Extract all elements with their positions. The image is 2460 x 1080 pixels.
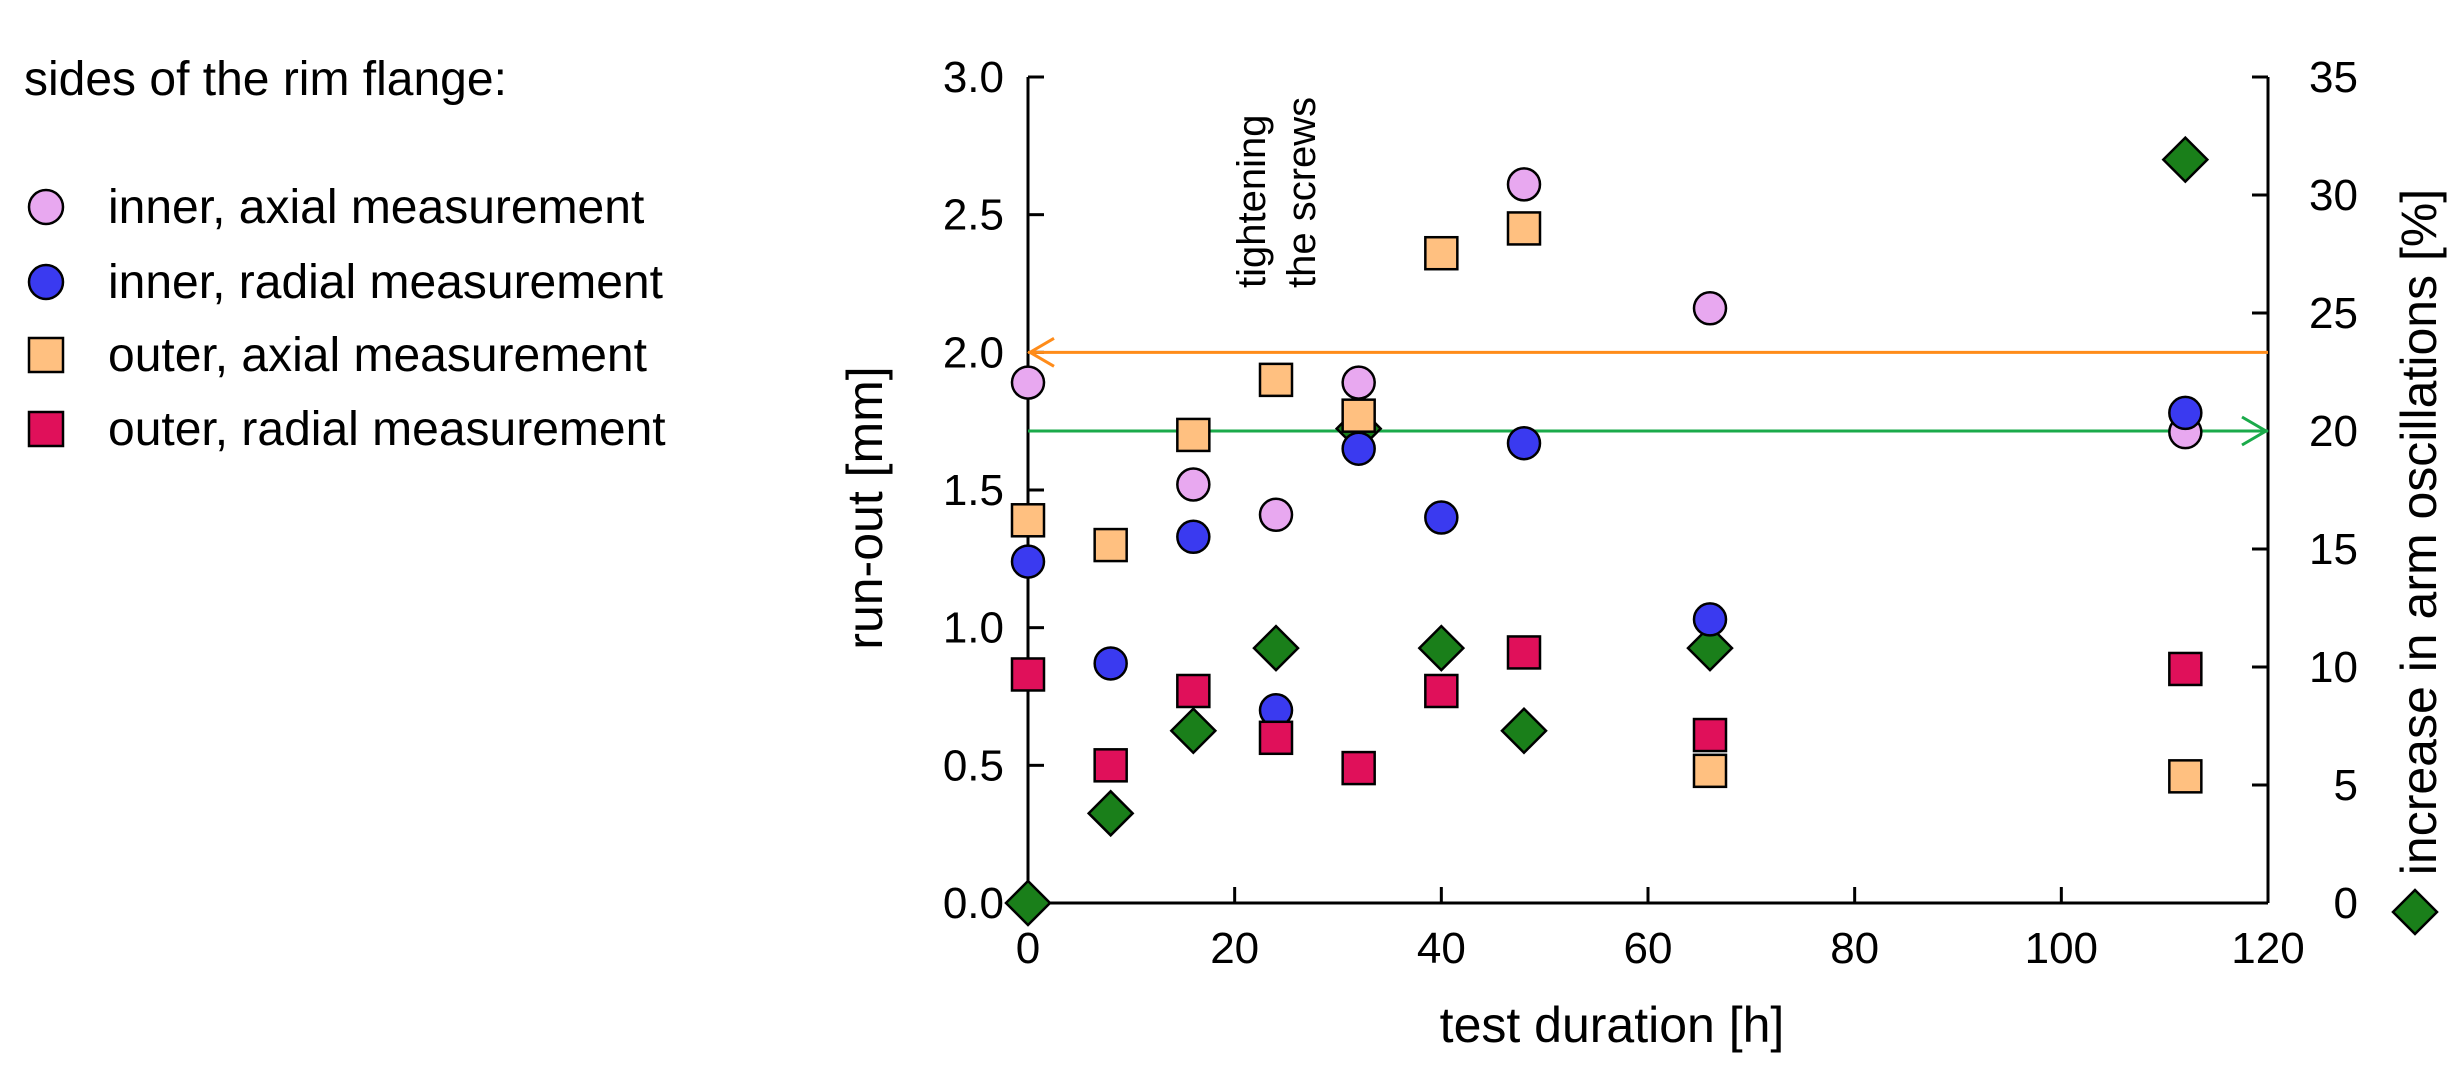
y2-tick-label: 15 bbox=[2309, 525, 2358, 574]
data-point bbox=[1252, 624, 1300, 672]
annotation-line-1: tightening bbox=[1230, 115, 1274, 288]
data-point bbox=[1010, 503, 1046, 538]
data-point bbox=[1010, 657, 1046, 692]
data-point bbox=[1169, 706, 1218, 755]
y-tick-label: 3.0 bbox=[943, 53, 1004, 102]
legend-item-inner-axial: inner, axial measurement bbox=[24, 172, 644, 242]
data-point bbox=[1010, 544, 1046, 579]
data-point bbox=[1258, 720, 1294, 756]
x-tick-label: 120 bbox=[2231, 924, 2304, 973]
square-marker-icon bbox=[27, 410, 65, 448]
legend-item-label: inner, axial measurement bbox=[108, 180, 645, 234]
legend-item-outer-axial: outer, axial measurement bbox=[24, 320, 647, 390]
data-point bbox=[1010, 365, 1046, 400]
axes: 0 20 40 60 80 100 120 0.0 0.5 1.0 1.5 2.0 2.5 3.0 0 5 10… bbox=[943, 53, 2358, 973]
data-point bbox=[1500, 706, 1548, 755]
data-point bbox=[1506, 167, 1542, 202]
data-point bbox=[1176, 417, 1211, 453]
x-tick-label: 20 bbox=[1210, 924, 1259, 973]
data-point bbox=[1341, 431, 1376, 466]
square-marker-icon bbox=[27, 336, 65, 374]
data-point bbox=[1506, 635, 1542, 670]
reference-arrows bbox=[1027, 337, 2269, 447]
data-point bbox=[1093, 527, 1128, 563]
y-tick-label: 1.0 bbox=[943, 604, 1004, 653]
y-axis-label: run-out [mm] bbox=[837, 366, 893, 649]
data-point bbox=[1692, 717, 1728, 753]
data-point bbox=[1258, 362, 1294, 398]
x-tick-label: 100 bbox=[2025, 924, 2098, 973]
data-point bbox=[1424, 500, 1459, 535]
data-point bbox=[1424, 673, 1459, 709]
data-point bbox=[1341, 365, 1376, 400]
y2-tick-label: 30 bbox=[2309, 171, 2358, 220]
y2-tick-label: 10 bbox=[2309, 643, 2358, 692]
y2-tick-label: 20 bbox=[2309, 407, 2358, 456]
annotation-line-2: the screws bbox=[1280, 97, 1324, 288]
y2-tick-label: 35 bbox=[2309, 53, 2358, 102]
data-point bbox=[1258, 497, 1294, 533]
y-tick-label: 2.5 bbox=[943, 191, 1004, 240]
data-point bbox=[1506, 425, 1542, 461]
data-point bbox=[1093, 748, 1128, 783]
data-points bbox=[1004, 135, 2210, 927]
data-point bbox=[1692, 753, 1728, 789]
data-point bbox=[1004, 879, 1052, 927]
data-point bbox=[2161, 135, 2210, 184]
data-point bbox=[1176, 519, 1211, 555]
y2-tick-label: 5 bbox=[2334, 761, 2358, 810]
data-point bbox=[1686, 624, 1734, 672]
x-axis-label: test duration [h] bbox=[1440, 997, 1785, 1053]
y2-tick-label: 25 bbox=[2309, 289, 2358, 338]
y-tick-label: 0.5 bbox=[943, 741, 1004, 790]
reference-arrow-head bbox=[1027, 337, 1055, 368]
data-point bbox=[1093, 646, 1128, 681]
circle-marker-icon bbox=[27, 188, 65, 226]
y2-tick-label: 0 bbox=[2334, 879, 2358, 928]
legend-title: sides of the rim flange: bbox=[24, 53, 507, 106]
x-tick-label: 40 bbox=[1417, 924, 1466, 973]
data-point bbox=[1176, 467, 1211, 502]
x-tick-label: 0 bbox=[1016, 924, 1040, 973]
annotation-tightening-screws: tightening the screws bbox=[1230, 97, 1324, 288]
legend-item-inner-radial: inner, radial measurement bbox=[24, 247, 663, 317]
data-point bbox=[1176, 673, 1211, 709]
data-point bbox=[2168, 759, 2203, 794]
data-point bbox=[1692, 291, 1728, 326]
legend-item-label: inner, radial measurement bbox=[108, 255, 663, 309]
diamond-marker-icon bbox=[2391, 888, 2439, 936]
legend-item-outer-radial: outer, radial measurement bbox=[24, 394, 666, 464]
y-tick-label: 1.5 bbox=[943, 466, 1004, 515]
reference-arrow-head bbox=[2241, 415, 2269, 447]
data-point bbox=[2168, 395, 2203, 431]
data-point bbox=[1341, 398, 1376, 433]
data-point bbox=[1424, 235, 1459, 271]
data-point bbox=[1417, 624, 1466, 672]
circle-marker-icon bbox=[27, 263, 65, 301]
data-point bbox=[1341, 750, 1376, 786]
y2-axis-label: increase in arm oscillations [%] bbox=[2391, 189, 2447, 875]
data-point bbox=[2168, 651, 2203, 687]
data-point bbox=[1692, 602, 1728, 637]
y-tick-label: 2.0 bbox=[943, 328, 1004, 377]
x-tick-label: 60 bbox=[1624, 924, 1673, 973]
legend: sides of the rim flange: inner, axial me… bbox=[0, 0, 820, 520]
data-point bbox=[1506, 211, 1542, 246]
legend-item-label: outer, axial measurement bbox=[108, 328, 647, 382]
legend-item-label: outer, radial measurement bbox=[108, 402, 666, 456]
data-point bbox=[1086, 789, 1135, 838]
x-tick-label: 80 bbox=[1830, 924, 1879, 973]
y-tick-label: 0.0 bbox=[943, 879, 1004, 928]
